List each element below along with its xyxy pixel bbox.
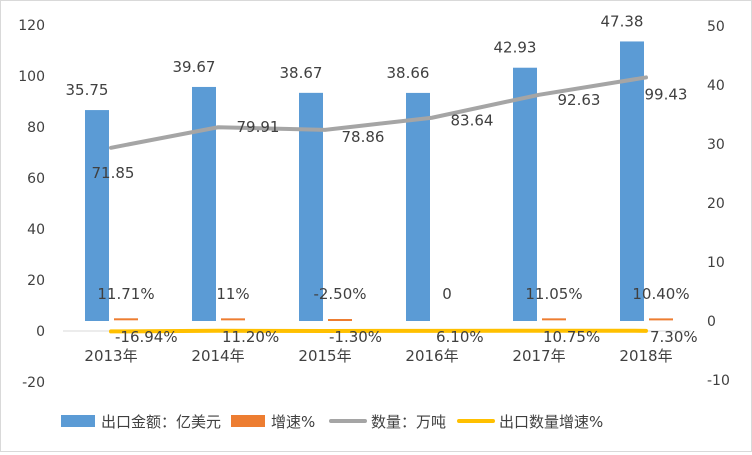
amount-bar [620,41,644,321]
quantity-growth-data-label: -1.30% [329,328,382,346]
quantity-data-label: 78.86 [342,128,385,146]
quantity-line [109,75,648,150]
legend-label: 增速% [271,413,315,431]
amount-bar [85,110,109,321]
amount-bar [406,92,430,321]
right-axis-tick: 10 [707,255,725,271]
quantity-growth-data-label: -16.94% [115,328,178,346]
quantity-data-label: 92.63 [558,91,601,109]
left-axis-tick: 60 [27,171,45,187]
left-axis-tick: 20 [27,273,45,289]
x-axis-label: 2015年 [298,347,351,365]
growth-data-label: 0 [442,285,452,303]
quantity-data-label: 79.91 [237,118,280,136]
growth-data-label: -2.50% [313,285,366,303]
legend-swatch-1 [231,415,265,427]
right-axis-tick: 40 [707,78,725,94]
right-axis-tick: 50 [707,19,725,35]
left-axis-tick: 0 [36,324,45,340]
growth-data-label: 11.71% [97,285,154,303]
right-axis-tick: 0 [707,314,716,330]
amount-data-label: 47.38 [601,12,644,30]
right-axis-tick: 20 [707,196,725,212]
growth-data-label: 10.40% [632,285,689,303]
amount-bar [192,86,216,322]
growth-bar [649,318,673,321]
legend-label: 数量：万吨 [371,413,446,431]
growth-data-label: 11.05% [525,285,582,303]
growth-bar [221,318,245,321]
amount-data-label: 35.75 [66,81,109,99]
left-axis-tick: 100 [18,69,45,85]
x-axis-label: 2014年 [191,347,244,365]
growth-data-label: 11% [216,285,249,303]
quantity-growth-data-label: 11.20% [222,328,279,346]
right-axis-tick: 30 [707,137,725,153]
quantity-data-label: 83.64 [451,112,494,130]
amount-data-label: 42.93 [494,39,537,57]
x-axis-label: 2017年 [512,347,565,365]
growth-bar [328,319,352,321]
left-axis-tick: 80 [27,120,45,136]
amount-data-label: 38.67 [280,64,323,82]
legend-swatch-0 [61,415,95,427]
quantity-growth-data-label: 7.30% [650,328,698,346]
quantity-data-label: 71.85 [92,164,135,182]
quantity-data-label: 99.43 [645,85,688,103]
left-axis-tick: 40 [27,222,45,238]
growth-bar [542,318,566,321]
x-axis-label: 2013年 [84,347,137,365]
left-axis-tick: -20 [22,375,45,391]
legend-label: 出口金额：亿美元 [101,413,221,431]
quantity-growth-line [109,328,648,334]
growth-bar [114,318,138,321]
quantity-growth-data-label: 6.10% [436,328,484,346]
amount-data-label: 39.67 [173,58,216,76]
amount-data-label: 38.66 [387,64,430,82]
x-axis-label: 2016年 [405,347,458,365]
right-axis-tick: -10 [707,373,730,389]
amount-bar [513,67,537,321]
quantity-growth-data-label: 10.75% [543,328,600,346]
x-axis-label: 2018年 [619,347,672,365]
legend-label: 出口数量增速% [499,413,603,431]
left-axis-tick: 120 [18,18,45,34]
